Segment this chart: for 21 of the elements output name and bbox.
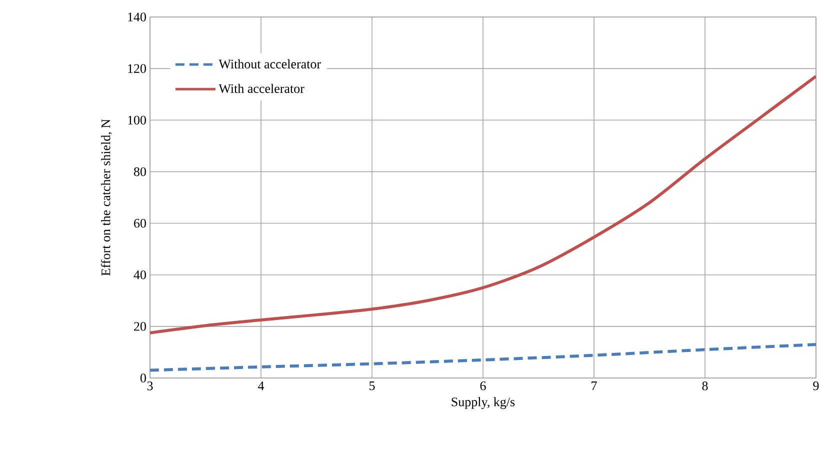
x-tick-label: 7 xyxy=(592,382,597,390)
y-tick-label: 100 xyxy=(128,116,146,125)
legend-label: With accelerator xyxy=(218,84,304,94)
x-tick-label: 4 xyxy=(258,382,264,390)
line-series xyxy=(150,342,816,372)
y-tick-label: 40 xyxy=(134,270,146,280)
line-series xyxy=(150,74,816,334)
y-tick-label: 80 xyxy=(134,167,146,176)
y-tick-label: 0 xyxy=(140,374,146,382)
y-tick-label: 20 xyxy=(134,322,146,331)
y-tick-label: 60 xyxy=(134,218,146,228)
y-tick-label: 120 xyxy=(128,64,146,73)
x-tick-label: 3 xyxy=(147,382,153,390)
x-tick-label: 5 xyxy=(370,382,375,390)
x-tick-label: 9 xyxy=(813,382,819,390)
legend-label: Without accelerator xyxy=(218,59,321,69)
x-tick-label: 6 xyxy=(480,382,486,390)
x-axis-title: Supply, kg/s xyxy=(452,397,515,409)
y-tick-label: 140 xyxy=(128,12,146,22)
y-axis-title: Effort on the catcher shield, N xyxy=(100,119,112,276)
x-tick-label: 8 xyxy=(702,382,708,390)
